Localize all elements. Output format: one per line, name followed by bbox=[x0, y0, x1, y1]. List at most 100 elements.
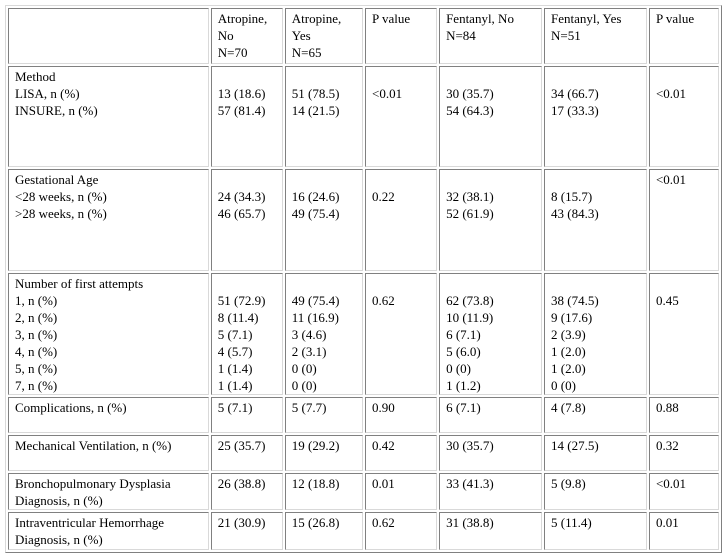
cell-line: 0.90 bbox=[372, 400, 395, 415]
cell-line: 5 (6.0) bbox=[446, 344, 481, 359]
header-cell: Fentanyl, Yes N=51 bbox=[544, 8, 647, 64]
table-row-ivh: Intraventricular Hemorrhage Diagnosis, n … bbox=[8, 512, 719, 550]
table-cell: 21 (30.9) bbox=[210, 512, 283, 550]
table-cell: 62 (73.8) 10 (11.9) 6 (7.1) 5 (6.0) 0 (0) 1 (… bbox=[439, 273, 542, 395]
table-cell: 38 (74.5) 9 (17.6) 2 (3.9) 1 (2.0) 1 (2.0) 0 … bbox=[544, 273, 647, 395]
cell-line: 8 (11.4) bbox=[217, 310, 259, 325]
cell-line: 4, n (%) bbox=[15, 344, 58, 359]
table-row-gestational-age: Gestational Age <28 weeks, n (%) >28 weeks… bbox=[8, 169, 719, 271]
table-cell: 5 (9.8) bbox=[544, 473, 647, 510]
cell-line: 5 (11.4) bbox=[551, 515, 592, 530]
cell-line bbox=[551, 171, 640, 188]
cell-line bbox=[218, 68, 276, 85]
table-row-mechanical-ventilation: Mechanical Ventilation, n (%) 25 (35.7) … bbox=[8, 435, 719, 471]
cell-line: Number of first attempts bbox=[15, 276, 144, 291]
cell-line: 30 (35.7) bbox=[446, 86, 494, 101]
cell-line: 5, n (%) bbox=[15, 361, 58, 376]
cell-line: 0 (0) bbox=[551, 378, 576, 393]
cell-line: Bronchopulmonary Dysplasia bbox=[15, 476, 171, 491]
cell-line bbox=[656, 275, 712, 292]
row-label-cell: Number of first attempts 1, n (%) 2, n (%)… bbox=[8, 273, 209, 395]
cell-line: 34 (66.7) bbox=[551, 86, 599, 101]
cell-line: >28 weeks, n (%) bbox=[15, 206, 107, 221]
table-cell: 32 (38.1) 52 (61.9) bbox=[439, 169, 542, 271]
p-value-cell: <0.01 bbox=[648, 169, 719, 271]
cell-line bbox=[292, 171, 356, 188]
cell-line: 14 (21.5) bbox=[291, 103, 340, 118]
cell-line: 32 (38.1) bbox=[446, 189, 494, 204]
p-value-cell: 0.32 bbox=[648, 435, 719, 471]
table-cell: 14 (27.5) bbox=[544, 435, 647, 471]
cell-line bbox=[372, 68, 430, 85]
cell-line: 30 (35.7) bbox=[446, 438, 494, 453]
table-cell: 5 (7.1) bbox=[210, 397, 283, 433]
p-value-cell: 0.88 bbox=[648, 397, 719, 433]
results-table: Atropine, No N=70 Atropine, Yes N=65 P value… bbox=[5, 5, 722, 553]
cell-line: 12 (18.8) bbox=[291, 476, 340, 491]
cell-line: 57 (81.4) bbox=[217, 103, 266, 118]
cell-line: 3, n (%) bbox=[15, 327, 58, 342]
cell-line bbox=[372, 171, 430, 188]
cell-line: Diagnosis, n (%) bbox=[15, 532, 103, 547]
cell-line: 5 (7.1) bbox=[217, 400, 253, 415]
table-cell: 6 (7.1) bbox=[439, 397, 542, 433]
p-value-cell: 0.62 bbox=[365, 273, 438, 395]
cell-line: 21 (30.9) bbox=[217, 515, 266, 530]
table-cell: 15 (26.8) bbox=[284, 512, 364, 550]
cell-line: 24 (34.3) bbox=[217, 189, 266, 204]
cell-line: Atropine, bbox=[291, 11, 342, 26]
cell-line: 6 (7.1) bbox=[446, 400, 481, 415]
cell-line: 9 (17.6) bbox=[551, 310, 593, 325]
cell-line: 0.62 bbox=[372, 515, 395, 530]
cell-line: 52 (61.9) bbox=[446, 206, 494, 221]
cell-line: 33 (41.3) bbox=[446, 476, 494, 491]
cell-line: 2 (3.9) bbox=[551, 327, 586, 342]
table-cell: 51 (72.9) 8 (11.4) 5 (7.1) 4 (5.7) 1 (1.4) 1 … bbox=[210, 273, 283, 395]
cell-line: 49 (75.4) bbox=[291, 206, 340, 221]
cell-line: 51 (72.9) bbox=[217, 293, 266, 308]
cell-line: Mechanical Ventilation, n (%) bbox=[15, 438, 172, 453]
table-row-method: Method LISA, n (%) INSURE, n (%) 13 (18.6)… bbox=[8, 66, 719, 167]
cell-line: 6 (7.1) bbox=[446, 327, 481, 342]
table-cell: 30 (35.7) bbox=[439, 435, 542, 471]
table-header-row: Atropine, No N=70 Atropine, Yes N=65 P value… bbox=[8, 8, 719, 64]
cell-line: 14 (27.5) bbox=[551, 438, 599, 453]
cell-line: 26 (38.8) bbox=[217, 476, 266, 491]
cell-line: 4 (7.8) bbox=[551, 400, 586, 415]
cell-line: Fentanyl, No bbox=[446, 11, 514, 26]
header-cell: Atropine, Yes N=65 bbox=[284, 8, 364, 64]
cell-line: 3 (4.6) bbox=[291, 327, 327, 342]
row-label-cell: Intraventricular Hemorrhage Diagnosis, n … bbox=[8, 512, 209, 550]
cell-line: 11 (16.9) bbox=[291, 310, 339, 325]
cell-line: 0.88 bbox=[655, 400, 679, 415]
cell-line: 0.01 bbox=[655, 515, 679, 530]
table-cell: 24 (34.3) 46 (65.7) bbox=[210, 169, 283, 271]
table-cell: 25 (35.7) bbox=[210, 435, 283, 471]
p-value-cell: <0.01 bbox=[365, 66, 438, 167]
cell-line: N=70 bbox=[217, 45, 248, 60]
cell-line: No bbox=[217, 28, 234, 43]
row-label-cell: Complications, n (%) bbox=[8, 397, 209, 433]
table-cell: 33 (41.3) bbox=[439, 473, 542, 510]
cell-line: 0.01 bbox=[372, 476, 395, 491]
table-cell: 26 (38.8) bbox=[210, 473, 283, 510]
cell-line bbox=[372, 275, 430, 292]
p-value-cell: 0.22 bbox=[365, 169, 438, 271]
p-value-cell: 0.01 bbox=[365, 473, 438, 510]
cell-line: 19 (29.2) bbox=[291, 438, 340, 453]
cell-line: 0.22 bbox=[372, 189, 395, 204]
p-value-cell: 0.42 bbox=[365, 435, 438, 471]
cell-line: 1 (1.2) bbox=[446, 378, 481, 393]
cell-line: <28 weeks, n (%) bbox=[15, 189, 107, 204]
cell-line bbox=[551, 275, 640, 292]
cell-line: N=65 bbox=[291, 45, 322, 60]
cell-line: <0.01 bbox=[655, 476, 687, 491]
p-value-cell: <0.01 bbox=[648, 473, 719, 510]
table-row-bpd: Bronchopulmonary Dysplasia Diagnosis, n (… bbox=[8, 473, 719, 510]
cell-line: 0.45 bbox=[655, 293, 679, 308]
cell-line: 25 (35.7) bbox=[217, 438, 266, 453]
cell-line: 0.62 bbox=[372, 293, 395, 308]
header-cell: P value bbox=[365, 8, 438, 64]
cell-line bbox=[656, 68, 712, 85]
cell-line: Yes bbox=[291, 28, 311, 43]
